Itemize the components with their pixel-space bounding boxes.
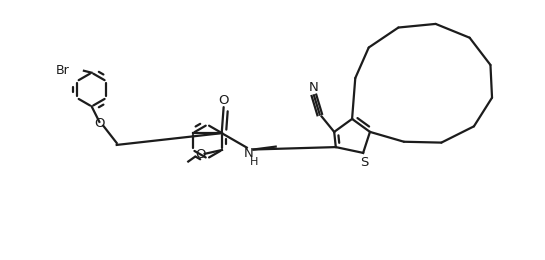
Text: Br: Br xyxy=(56,64,69,77)
Text: N: N xyxy=(309,81,319,94)
Text: H: H xyxy=(250,157,259,167)
Text: N: N xyxy=(244,147,253,160)
Text: S: S xyxy=(360,156,368,169)
Text: O: O xyxy=(94,117,105,130)
Text: O: O xyxy=(196,148,206,161)
Text: O: O xyxy=(219,94,229,107)
